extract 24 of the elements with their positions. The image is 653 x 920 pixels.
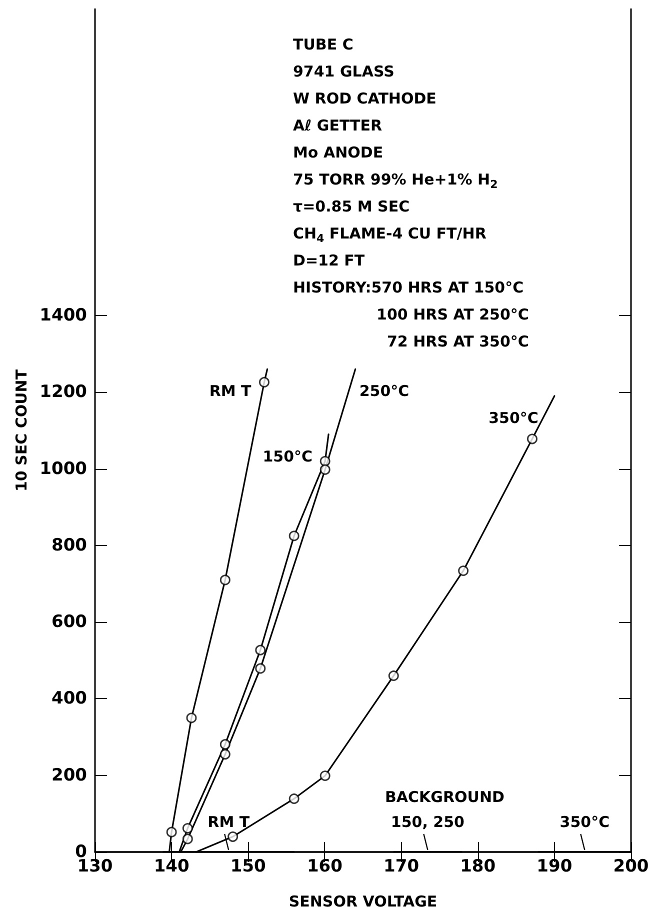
series-label: 350°C [488, 409, 538, 428]
y-axis-title: 10 SEC COUNT [12, 368, 30, 492]
y-tick-label: 1000 [40, 458, 88, 479]
series-label: 150, 250 [390, 813, 464, 831]
x-tick-label: 160 [306, 856, 343, 876]
y-tick-label: 800 [52, 535, 88, 556]
x-tick-label: 150 [230, 856, 266, 876]
series-label: 150°C [262, 447, 313, 466]
y-tick-label: 1200 [40, 382, 88, 402]
x-axis-title: SENSOR VOLTAGE [288, 892, 438, 910]
series-label: RM T [208, 813, 250, 831]
annotation: BACKGROUND [385, 788, 504, 806]
x-tick-label: 190 [536, 856, 572, 876]
y-tick-label: 1400 [40, 306, 88, 326]
series-label: 350°C [560, 813, 610, 831]
y-tick-label: 400 [52, 688, 88, 709]
x-tick-label: 170 [384, 856, 420, 876]
y-tick-label: 200 [52, 765, 88, 786]
series-label: 250°C [359, 382, 410, 400]
x-tick-label: 180 [460, 856, 496, 876]
series-label: RM T [209, 382, 252, 400]
x-tick-label: 200 [613, 856, 649, 876]
x-tick-label: 140 [154, 856, 190, 876]
y-tick-label: 600 [52, 612, 88, 632]
